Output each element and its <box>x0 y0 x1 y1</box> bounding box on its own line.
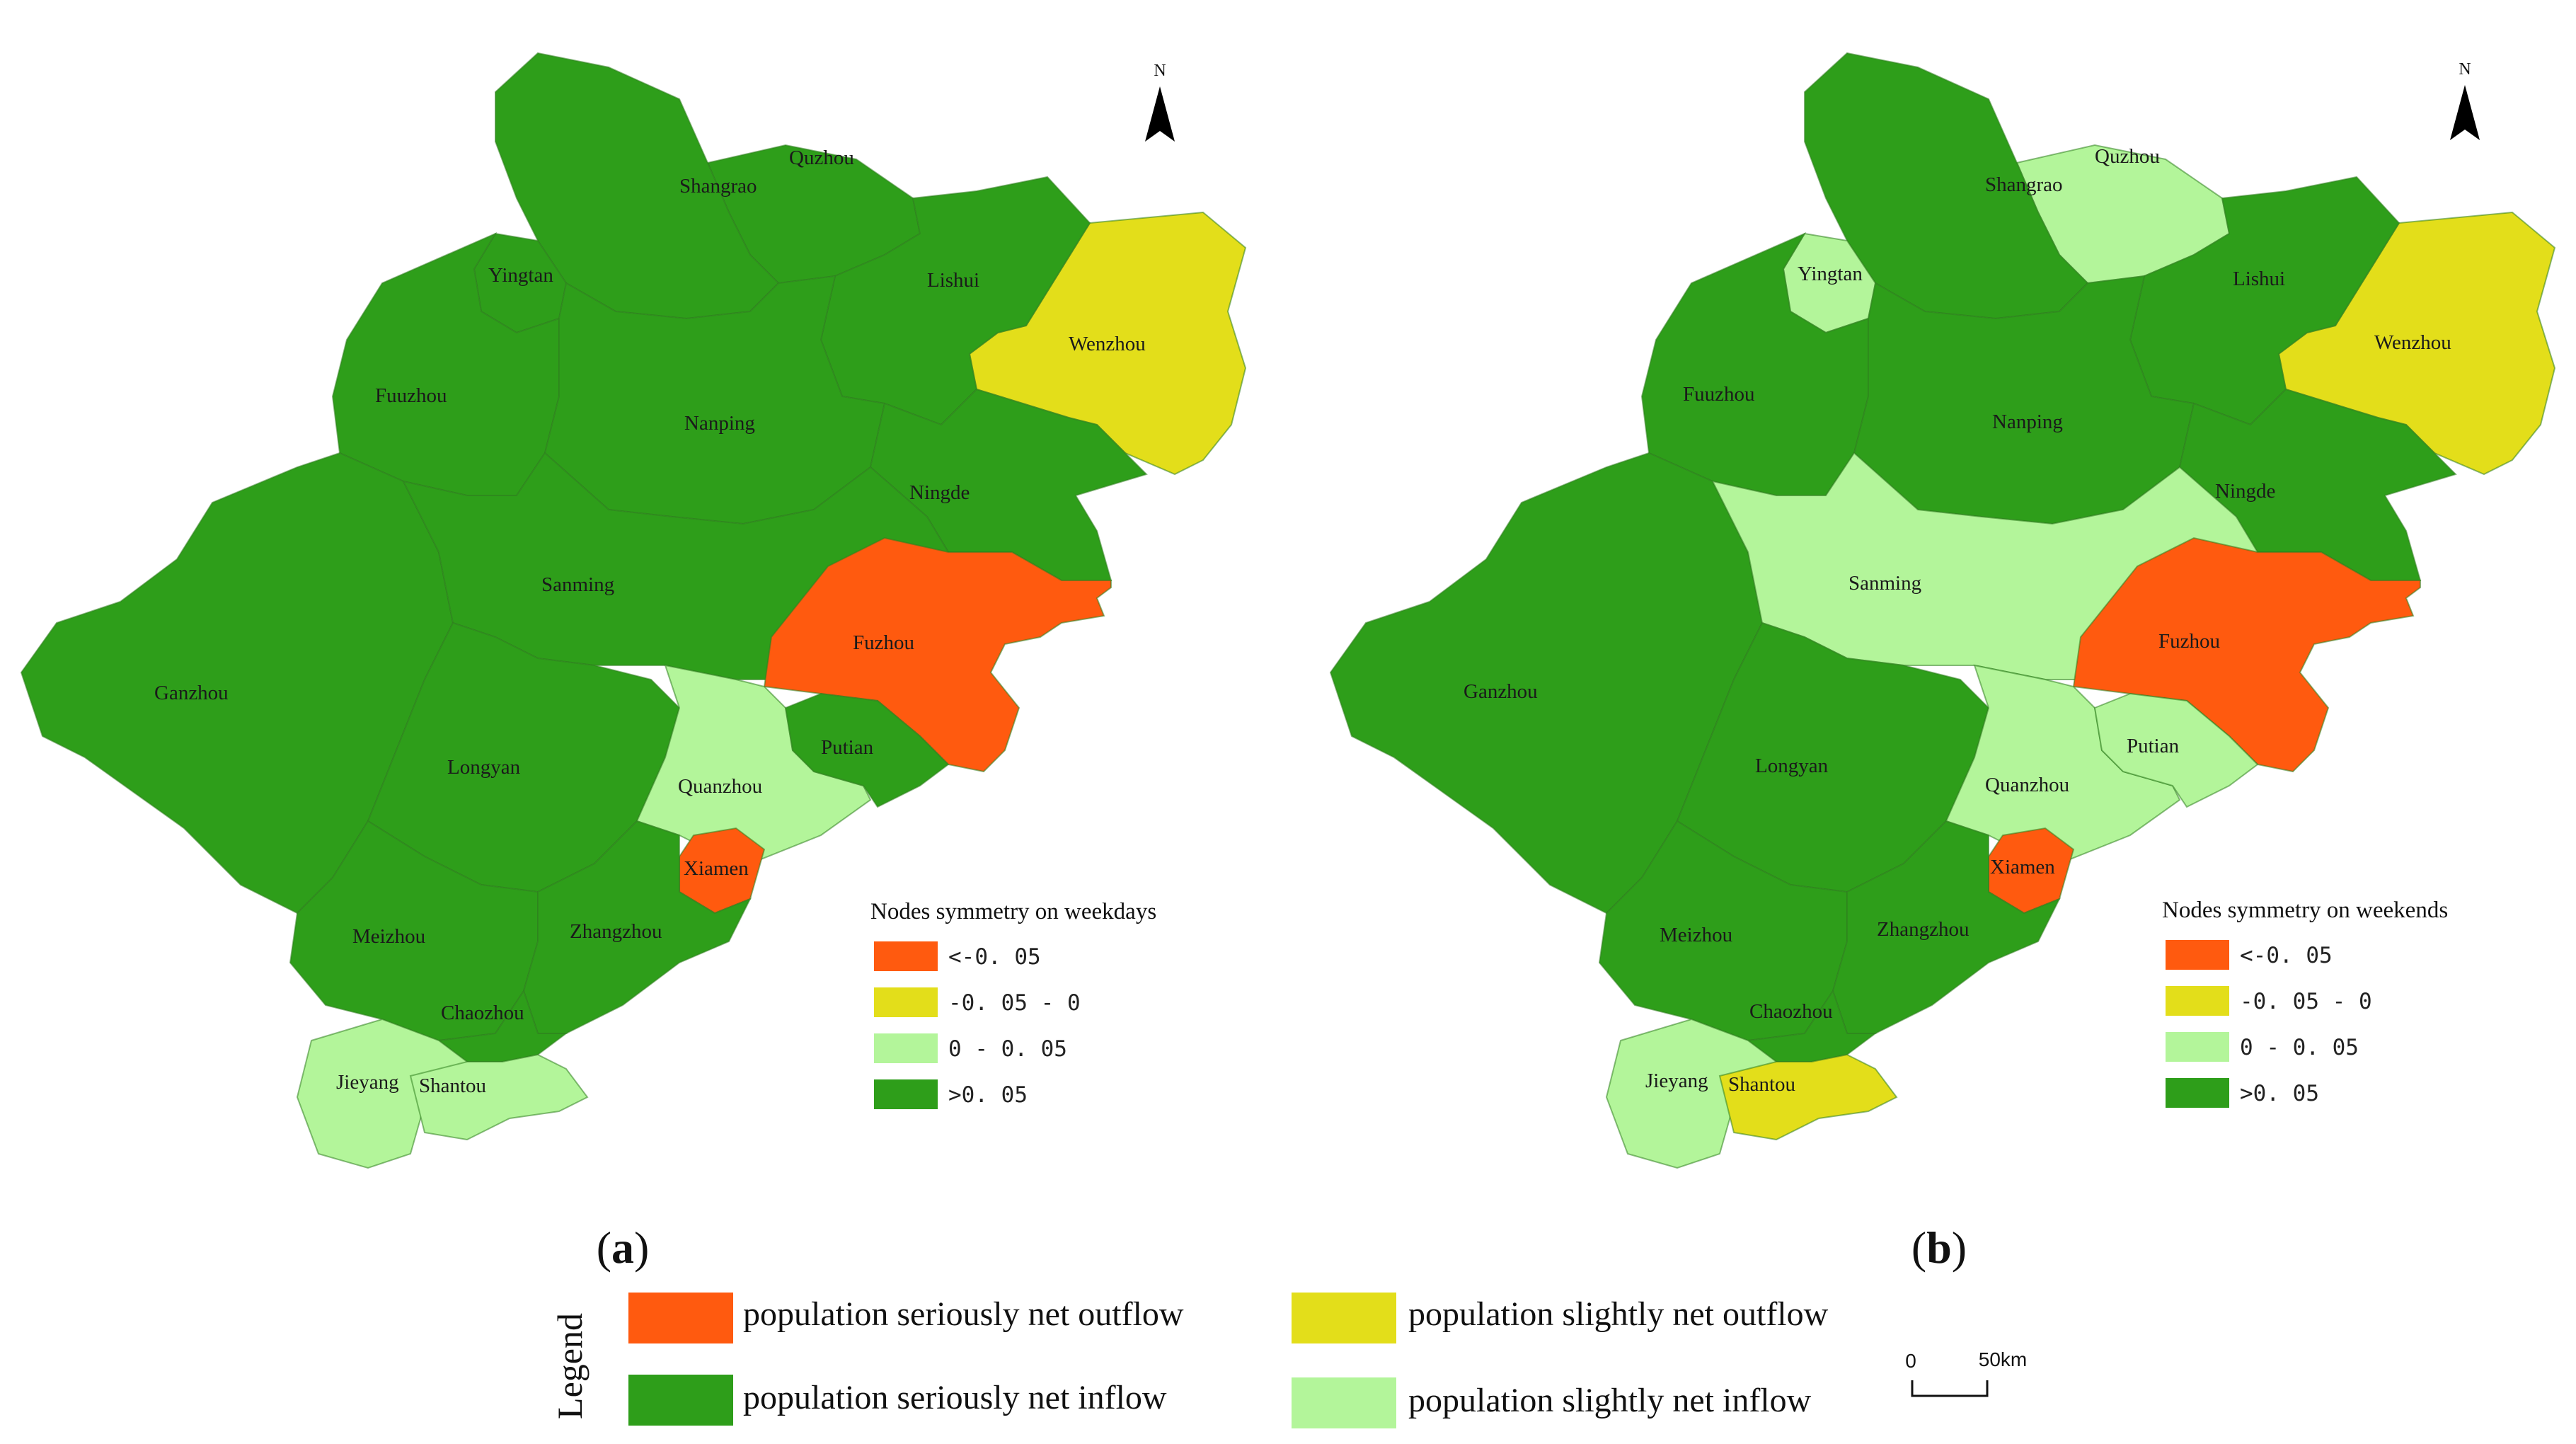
city-label-ganzhou: Ganzhou <box>154 682 229 704</box>
city-label-sanming: Sanming <box>1848 572 1921 595</box>
city-label-putian: Putian <box>821 736 874 759</box>
city-label-ganzhou: Ganzhou <box>1464 680 1538 703</box>
city-label-fuuzhou: Fuuzhou <box>1683 383 1755 406</box>
class-swatch <box>874 987 938 1017</box>
legend-label-serious-outflow: population seriously net outflow <box>743 1295 1184 1333</box>
class-swatch <box>2166 986 2229 1016</box>
panel-label-b: (b) <box>1911 1222 1967 1273</box>
class-label: >0. 05 <box>2240 1081 2319 1106</box>
city-label-meizhou: Meizhou <box>1660 924 1732 946</box>
class-label: <-0. 05 <box>948 944 1041 970</box>
region-shantou <box>409 1053 589 1141</box>
city-label-quanzhou: Quanzhou <box>678 775 762 798</box>
city-label-yingtan: Yingtan <box>488 264 553 287</box>
region-shantou <box>1718 1053 1898 1141</box>
city-label-ningde: Ningde <box>2215 480 2275 503</box>
legend-label-slight-inflow: population slightly net inflow <box>1408 1382 1812 1419</box>
region-jieyang <box>1605 1018 1778 1169</box>
class-label: -0. 05 - 0 <box>948 990 1081 1016</box>
scale-bar-line <box>1911 1380 1989 1397</box>
class-label: 0 - 0. 05 <box>948 1036 1067 1062</box>
city-label-longyan: Longyan <box>447 756 521 779</box>
choropleth-map <box>1329 52 2556 1169</box>
north-arrow-icon <box>1145 86 1175 142</box>
region-putian <box>2093 692 2259 808</box>
class-legend-b: Nodes symmetry on weekends <-0. 05 -0. 0… <box>2162 898 2448 1108</box>
city-label-fuuzhou: Fuuzhou <box>375 384 447 407</box>
city-label-jieyang: Jieyang <box>1645 1070 1708 1092</box>
class-swatch <box>2166 1032 2229 1062</box>
class-legend-title: Nodes symmetry on weekdays <box>870 899 1156 924</box>
class-swatch <box>874 1033 938 1063</box>
scale-bar: 0 50km <box>1905 1348 2027 1397</box>
city-label-xiamen: Xiamen <box>684 857 749 880</box>
region-jieyang <box>296 1018 468 1169</box>
region-putian <box>784 692 950 808</box>
city-label-longyan: Longyan <box>1755 755 1829 777</box>
class-swatch <box>2166 940 2229 970</box>
city-label-zhangzhou: Zhangzhou <box>1877 918 1969 941</box>
legend-swatch-slight-outflow <box>1292 1293 1396 1343</box>
class-swatch <box>2166 1078 2229 1108</box>
city-label-quanzhou: Quanzhou <box>1985 774 2069 796</box>
class-label: >0. 05 <box>948 1082 1028 1108</box>
city-label-chaozhou: Chaozhou <box>441 1002 524 1024</box>
city-label-wenzhou: Wenzhou <box>1069 333 1146 355</box>
class-legend-title: Nodes symmetry on weekends <box>2162 898 2448 923</box>
region-quanzhou <box>1945 664 2181 865</box>
class-label: 0 - 0. 05 <box>2240 1035 2359 1060</box>
map-panel-a: N Shangrao Quzhou Yingtan Lishui Wenzhou… <box>20 52 1247 1273</box>
class-swatch <box>874 941 938 971</box>
city-label-shangrao: Shangrao <box>679 175 757 197</box>
north-arrow-icon <box>2450 85 2480 140</box>
city-label-xiamen: Xiamen <box>1990 856 2055 878</box>
legend-swatch-slight-inflow <box>1292 1377 1396 1428</box>
city-label-putian: Putian <box>2127 735 2180 757</box>
scale-start: 0 <box>1905 1350 1916 1372</box>
city-label-chaozhou: Chaozhou <box>1749 1000 1833 1023</box>
city-label-shantou: Shantou <box>1728 1073 1795 1096</box>
legend-label-serious-inflow: population seriously net inflow <box>743 1379 1167 1416</box>
city-label-fuzhou: Fuzhou <box>853 631 914 654</box>
city-label-wenzhou: Wenzhou <box>2374 331 2451 354</box>
city-label-lishui: Lishui <box>2233 268 2285 290</box>
legend-title: Legend <box>550 1313 590 1419</box>
city-label-sanming: Sanming <box>541 573 614 596</box>
city-label-yingtan: Yingtan <box>1798 263 1863 285</box>
city-label-fuzhou: Fuzhou <box>2158 630 2220 653</box>
city-label-shangrao: Shangrao <box>1985 173 2063 196</box>
city-label-nanping: Nanping <box>1992 411 2063 433</box>
class-label: -0. 05 - 0 <box>2240 989 2372 1014</box>
figure-legend: Legend population seriously net outflow … <box>550 1293 1829 1428</box>
class-swatch <box>874 1079 938 1109</box>
legend-swatch-serious-outflow <box>628 1293 733 1343</box>
choropleth-map <box>20 52 1247 1169</box>
panel-label-a: (a) <box>597 1222 650 1273</box>
scale-end: 50km <box>1979 1348 2027 1370</box>
city-label-lishui: Lishui <box>927 269 979 292</box>
city-label-jieyang: Jieyang <box>336 1071 399 1094</box>
city-label-nanping: Nanping <box>684 412 755 435</box>
class-legend-a: Nodes symmetry on weekdays <-0. 05 -0. 0… <box>870 899 1156 1109</box>
city-label-zhangzhou: Zhangzhou <box>570 920 662 943</box>
region-quanzhou <box>636 664 872 865</box>
north-arrow: N <box>1145 62 1175 142</box>
north-label: N <box>2459 60 2471 79</box>
city-label-quzhou: Quzhou <box>789 147 854 169</box>
legend-swatch-serious-inflow <box>628 1375 733 1426</box>
legend-label-slight-outflow: population slightly net outflow <box>1408 1295 1829 1333</box>
map-panel-b: N Shangrao Quzhou Yingtan Lishui Wenzhou… <box>1329 52 2556 1273</box>
city-label-quzhou: Quzhou <box>2095 145 2160 168</box>
city-label-shantou: Shantou <box>419 1075 486 1097</box>
north-label: N <box>1154 62 1166 80</box>
city-label-ningde: Ningde <box>909 481 970 504</box>
north-arrow: N <box>2450 60 2480 140</box>
city-label-meizhou: Meizhou <box>352 925 425 948</box>
class-label: <-0. 05 <box>2240 943 2333 968</box>
